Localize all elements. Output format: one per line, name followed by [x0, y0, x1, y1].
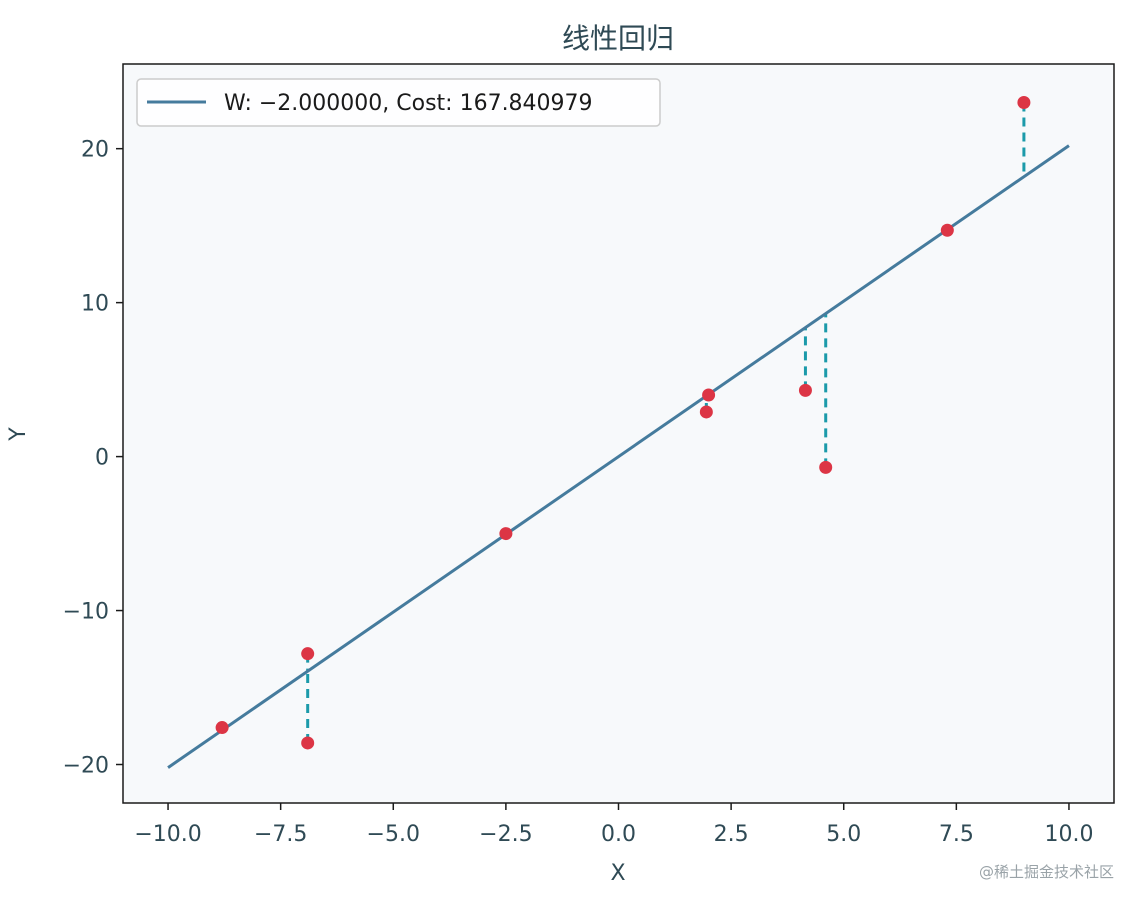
data-point — [301, 647, 315, 661]
data-point — [940, 223, 954, 237]
y-tick-label: 10 — [81, 292, 109, 317]
chart-title: 线性回归 — [562, 22, 674, 55]
watermark: @稀土掘金技术社区 — [979, 863, 1114, 881]
x-tick-label: −10.0 — [134, 822, 201, 847]
data-point — [499, 527, 513, 541]
x-axis-ticks: −10.0 −7.5 −5.0 −2.5 0.0 2.5 5.0 7.5 10.0 — [134, 803, 1093, 847]
y-axis-label: Y — [6, 427, 31, 442]
data-point — [301, 736, 315, 750]
regression-line-group — [167, 144, 1070, 769]
legend-box — [136, 78, 661, 127]
data-point — [699, 405, 713, 419]
x-tick-label: −5.0 — [367, 822, 420, 847]
legend-label: W: −2.000000, Cost: 167.840979 — [224, 91, 593, 116]
y-tick-label: 0 — [95, 446, 109, 471]
x-tick-label: −7.5 — [254, 822, 307, 847]
x-tick-label: 10.0 — [1044, 822, 1093, 847]
data-point — [819, 460, 833, 474]
data-points — [215, 95, 1031, 750]
regression-line — [167, 144, 1070, 769]
plot-area — [123, 64, 1114, 803]
x-axis-label: X — [610, 861, 625, 886]
x-tick-label: 0.0 — [601, 822, 636, 847]
data-point — [215, 721, 229, 735]
y-tick-label: −20 — [63, 754, 109, 779]
x-tick-label: 5.0 — [826, 822, 861, 847]
x-tick-label: −2.5 — [479, 822, 532, 847]
x-tick-label: 2.5 — [714, 822, 749, 847]
legend: W: −2.000000, Cost: 167.840979 — [136, 78, 661, 127]
data-point — [798, 383, 812, 397]
data-point — [702, 388, 716, 402]
y-axis-ticks: −20 −10 0 10 20 — [63, 138, 123, 779]
x-tick-label: 7.5 — [939, 822, 974, 847]
y-tick-label: −10 — [63, 600, 109, 625]
data-point — [1017, 95, 1031, 109]
y-tick-label: 20 — [81, 138, 109, 163]
